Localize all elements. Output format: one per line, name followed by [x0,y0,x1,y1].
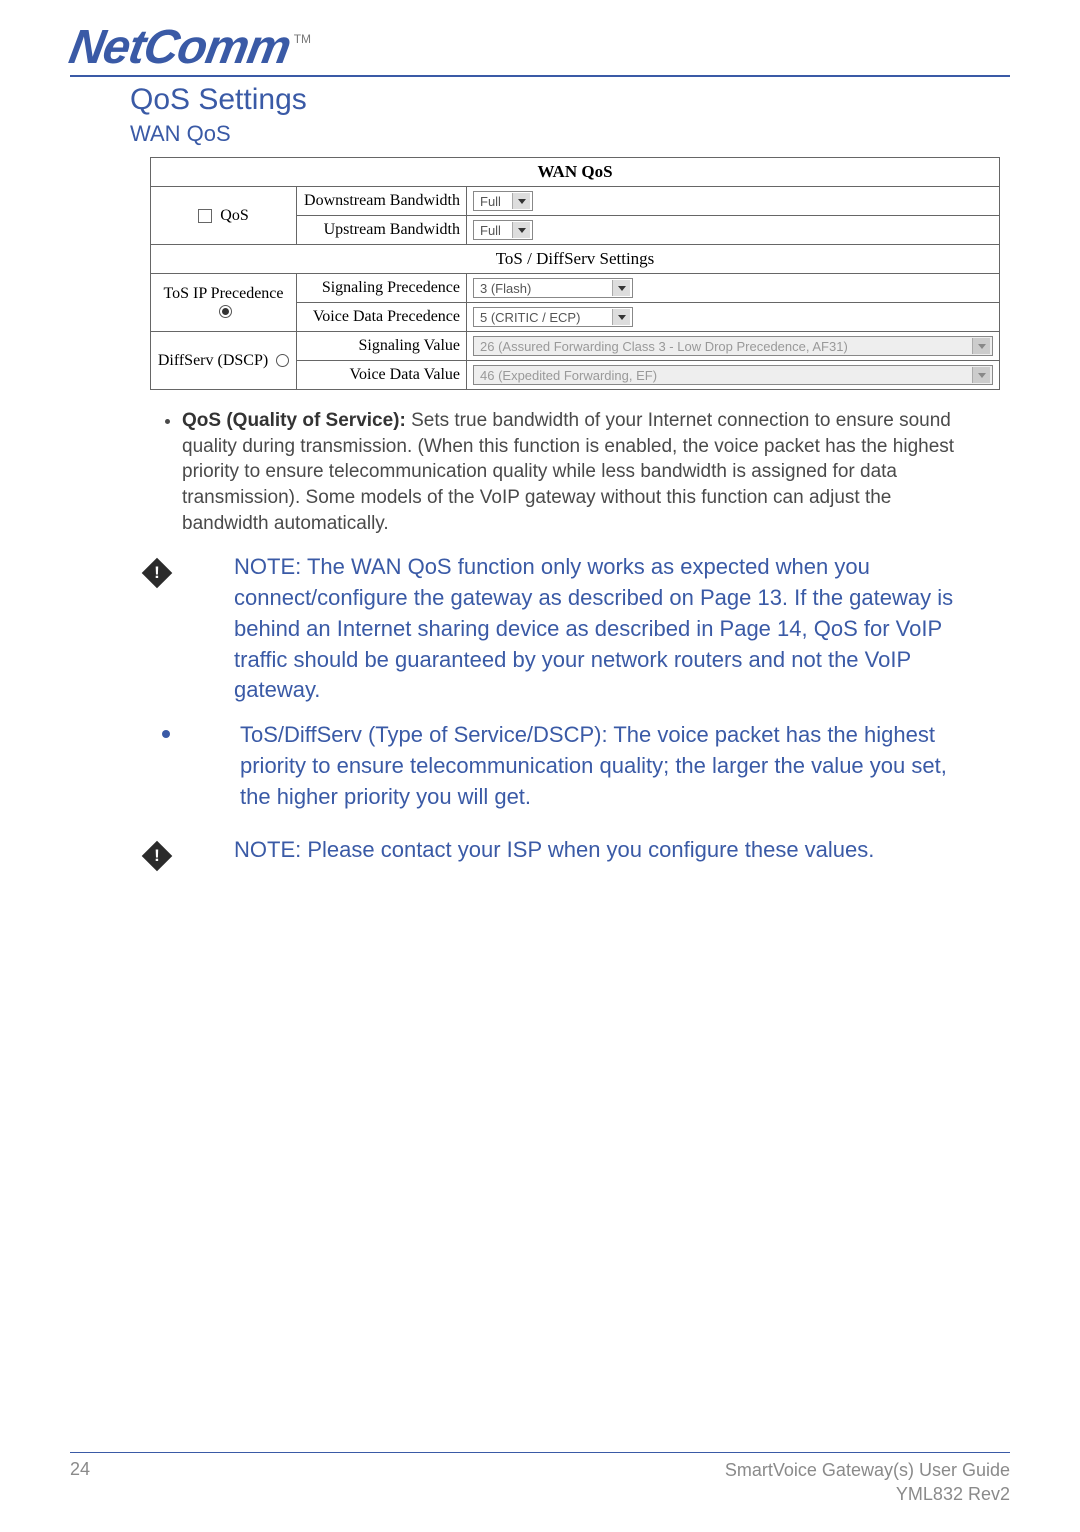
sig-prec-label: Signaling Precedence [297,274,467,303]
section-title: QoS Settings [130,83,1010,117]
voice-val-label: Voice Data Value [297,361,467,390]
downstream-value: Full [480,194,501,209]
note-wan-qos: NOTE: The WAN QoS function only works as… [234,552,970,706]
tos-radio[interactable] [219,305,232,318]
sig-val-value: 26 (Assured Forwarding Class 3 - Low Dro… [480,339,848,354]
qos-checkbox-label: QoS [220,207,248,224]
tos-radio-label: ToS IP Precedence [163,285,283,302]
chevron-down-icon [512,222,530,238]
sig-prec-value: 3 (Flash) [480,281,531,296]
brand-logo: NetComm [65,20,294,75]
upstream-select[interactable]: Full [473,220,533,240]
chevron-down-icon [972,367,990,383]
bullet-icon [162,730,170,738]
upstream-value: Full [480,223,501,238]
voice-val-select[interactable]: 46 (Expedited Forwarding, EF) [473,365,993,385]
subsection-title: WAN QoS [130,121,1010,147]
voice-prec-select[interactable]: 5 (CRITIC / ECP) [473,307,633,327]
page-number: 24 [70,1459,90,1480]
header-divider [70,75,1010,77]
chevron-down-icon [512,193,530,209]
sig-val-label: Signaling Value [297,332,467,361]
footer-guide-title: SmartVoice Gateway(s) User Guide [725,1459,1010,1482]
alert-diamond-icon: ! [140,556,174,590]
tos-description: ToS/DiffServ (Type of Service/DSCP): The… [240,720,970,812]
footer-revision: YML832 Rev2 [725,1483,1010,1506]
upstream-label: Upstream Bandwidth [297,216,467,245]
downstream-select[interactable]: Full [473,191,533,211]
qos-checkbox[interactable] [198,209,212,223]
chevron-down-icon [972,338,990,354]
svg-text:!: ! [154,846,160,865]
svg-text:!: ! [154,563,160,582]
chevron-down-icon [612,309,630,325]
sig-val-select[interactable]: 26 (Assured Forwarding Class 3 - Low Dro… [473,336,993,356]
trademark-label: TM [294,32,311,46]
sig-prec-select[interactable]: 3 (Flash) [473,278,633,298]
dscp-radio-label: DiffServ (DSCP) [158,352,268,369]
voice-prec-value: 5 (CRITIC / ECP) [480,310,580,325]
qos-description: QoS (Quality of Service): Sets true band… [182,408,970,536]
table-header-tos: ToS / DiffServ Settings [151,245,1000,274]
alert-diamond-icon: ! [140,839,174,873]
page-footer: 24 SmartVoice Gateway(s) User Guide YML8… [70,1452,1010,1506]
voice-val-value: 46 (Expedited Forwarding, EF) [480,368,657,383]
downstream-label: Downstream Bandwidth [297,187,467,216]
wan-qos-table: WAN QoS QoS Downstream Bandwidth Full Up… [150,157,1000,390]
chevron-down-icon [612,280,630,296]
qos-desc-bold: QoS (Quality of Service): [182,410,406,431]
voice-prec-label: Voice Data Precedence [297,303,467,332]
dscp-radio[interactable] [276,354,289,367]
note-isp: NOTE: Please contact your ISP when you c… [234,835,874,866]
table-header-wanqos: WAN QoS [151,158,1000,187]
